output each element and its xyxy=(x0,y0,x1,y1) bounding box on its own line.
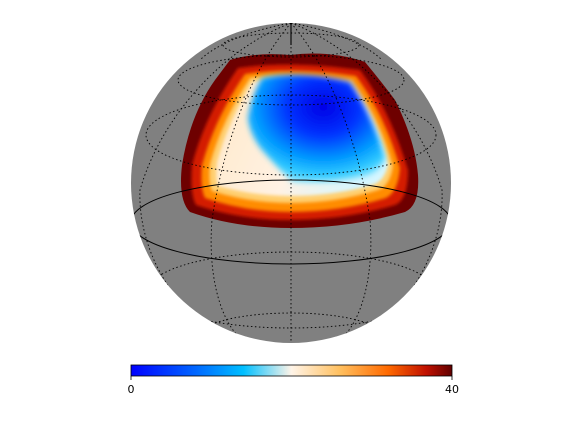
graticule xyxy=(131,23,451,343)
colorbar-min-label: 0 xyxy=(128,383,135,396)
meridian-line xyxy=(290,23,443,321)
colorbar-gradient xyxy=(130,364,453,377)
meridian-line xyxy=(199,23,292,61)
latitude-line xyxy=(177,54,405,106)
colorbar-max-label: 40 xyxy=(445,383,459,396)
meridian-line xyxy=(139,23,292,321)
sphere-map xyxy=(131,23,451,343)
colorbar: 0 40 xyxy=(128,364,459,396)
region-blue-core xyxy=(248,74,385,183)
meridian-line xyxy=(290,23,383,61)
